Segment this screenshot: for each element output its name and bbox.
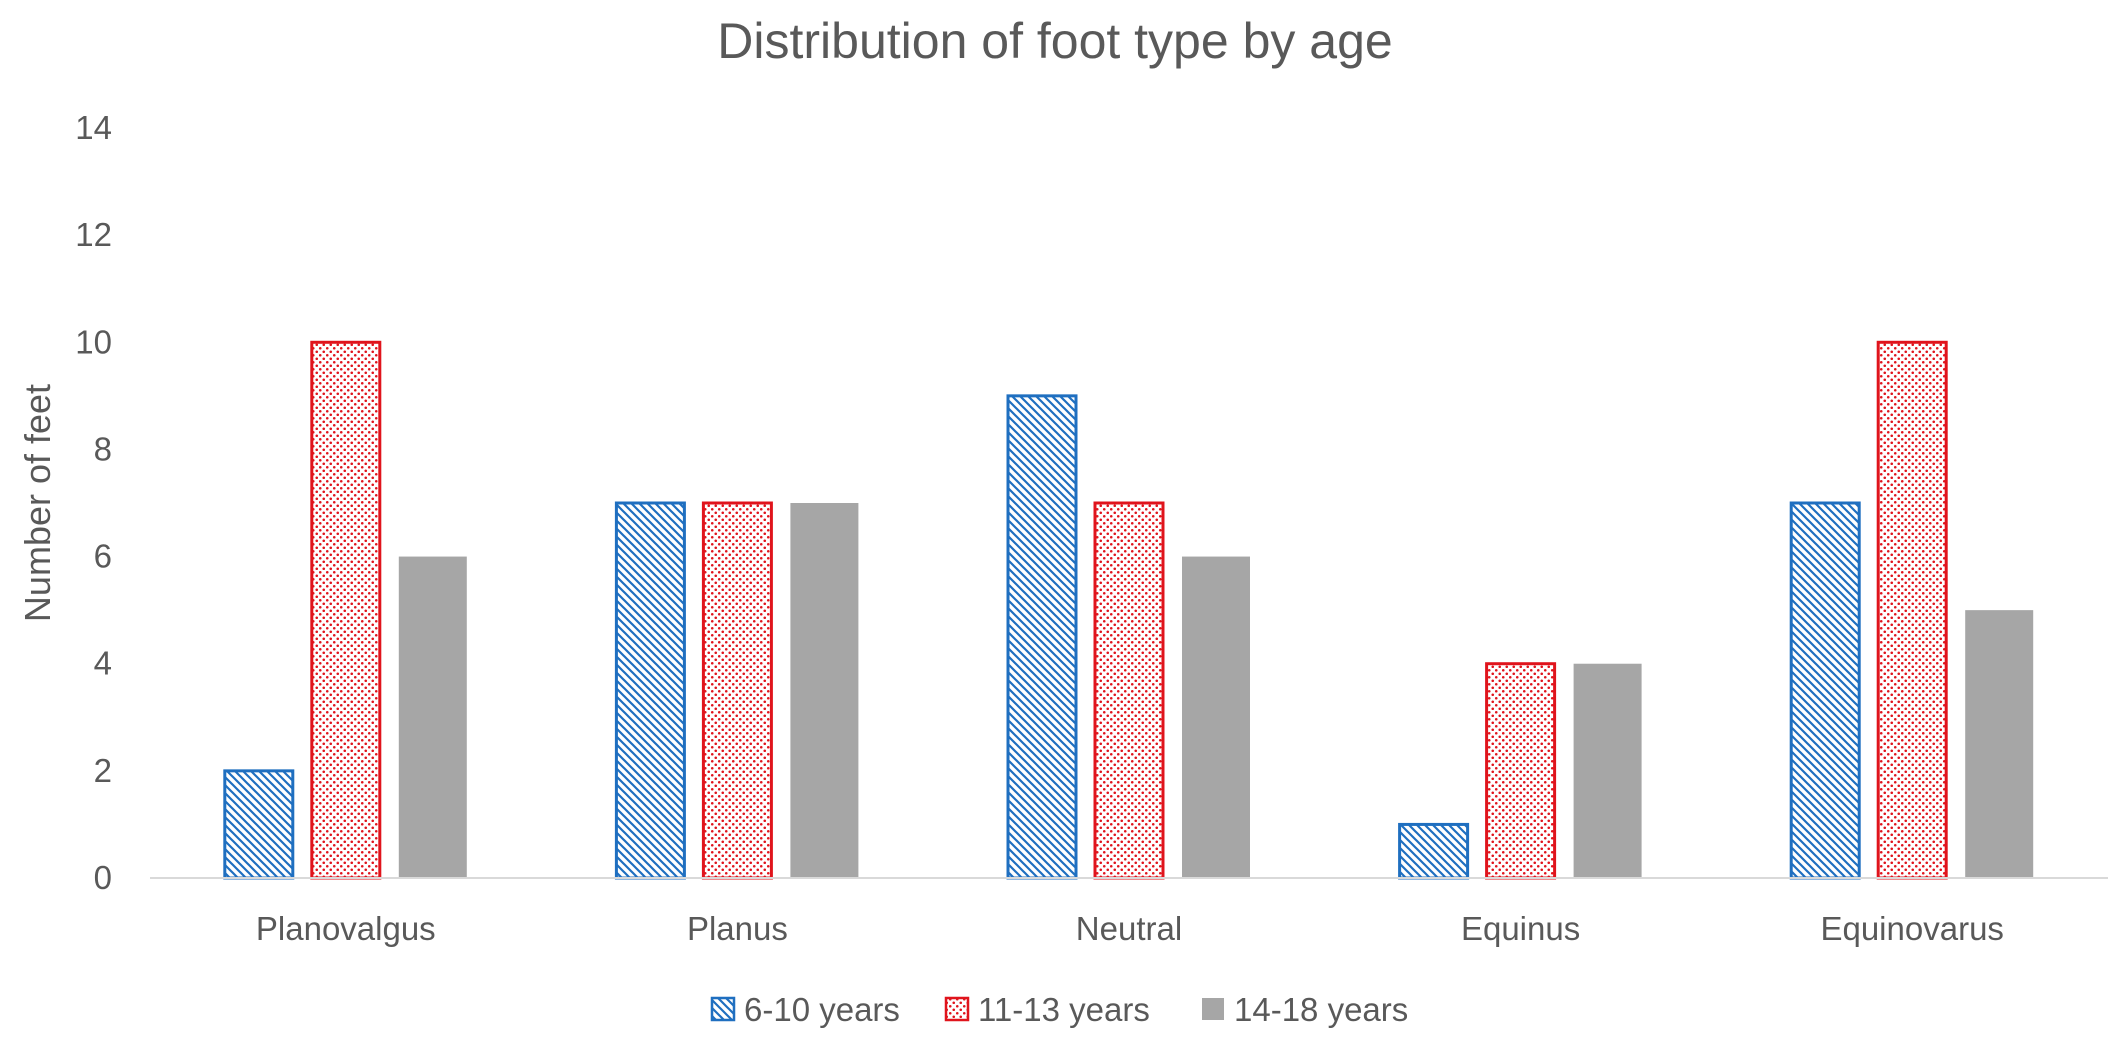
bar: [1398, 822, 1470, 880]
legend-swatch: [944, 996, 970, 1022]
category-group: [223, 340, 467, 880]
legend-item: 14-18 years: [1202, 991, 1408, 1028]
bars: [223, 340, 2034, 880]
y-tick-label: 10: [75, 323, 112, 360]
x-tick-label: Equinus: [1461, 910, 1580, 947]
y-axis-ticks: 0 2 4 6 8 10 12 14: [75, 109, 112, 896]
legend-label: 11-13 years: [978, 991, 1150, 1028]
y-tick-label: 8: [94, 430, 112, 467]
legend-label: 14-18 years: [1234, 991, 1408, 1028]
bar: [1006, 394, 1078, 880]
category-group: [1398, 662, 1642, 880]
bar: [223, 769, 295, 880]
bar: [790, 503, 859, 878]
legend-swatch: [1202, 998, 1224, 1020]
bar: [1965, 610, 2034, 878]
x-tick-label: Equinovarus: [1820, 910, 2003, 947]
y-axis-label: Number of feet: [17, 384, 58, 622]
bar: [1573, 663, 1642, 878]
legend-swatch: [710, 996, 736, 1022]
bar: [701, 501, 773, 880]
bar: [1093, 501, 1165, 880]
y-tick-label: 0: [94, 859, 112, 896]
bar: [310, 340, 382, 880]
y-tick-label: 14: [75, 109, 112, 146]
bar: [1876, 340, 1948, 880]
x-tick-label: Planovalgus: [256, 910, 436, 947]
y-tick-label: 4: [94, 645, 112, 682]
category-group: [1789, 340, 2034, 880]
x-tick-label: Neutral: [1076, 910, 1182, 947]
category-group: [614, 501, 859, 880]
bar: [614, 501, 686, 880]
y-tick-label: 12: [75, 216, 112, 253]
x-tick-label: Planus: [687, 910, 788, 947]
bar: [1485, 662, 1557, 880]
x-axis-categories: Planovalgus Planus Neutral Equinus Equinovar…: [256, 910, 2004, 947]
y-tick-label: 6: [94, 538, 112, 575]
category-group: [1006, 394, 1250, 880]
bar: [398, 556, 467, 878]
bar: [1182, 556, 1250, 878]
legend: 6-10 years 11-13 years 14-18 years: [710, 991, 1408, 1028]
legend-item: 11-13 years: [944, 991, 1150, 1028]
bar: [1789, 501, 1861, 880]
legend-item: 6-10 years: [710, 991, 900, 1028]
legend-label: 6-10 years: [744, 991, 900, 1028]
y-tick-label: 2: [94, 752, 112, 789]
chart-title: Distribution of foot type by age: [717, 13, 1392, 69]
